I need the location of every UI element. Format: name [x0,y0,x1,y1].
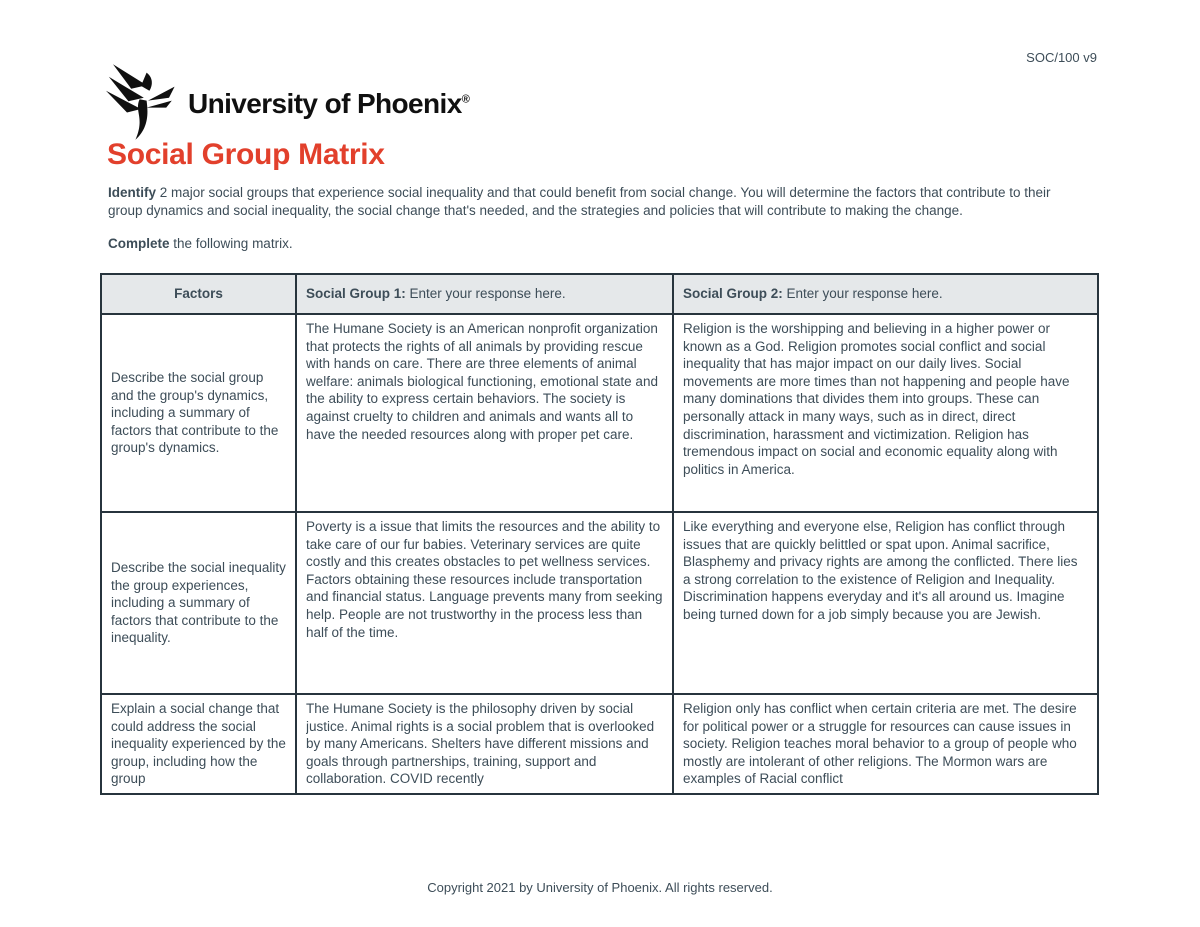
factor-social-change-text: Explain a social change that could addre… [111,701,286,787]
complete-keyword: Complete [108,236,170,251]
intro-text: Identify 2 major social groups that expe… [108,184,1056,269]
social-group-2-header: Social Group 2: Enter your response here… [672,273,1099,315]
group1-inequality-response: Poverty is a issue that limits the resou… [295,511,674,695]
social-group-1-label: Social Group 1: [306,286,406,302]
identify-paragraph: Identify 2 major social groups that expe… [108,184,1056,219]
factor-cell-inequality: Describe the social inequality the group… [100,511,297,695]
course-code-label: SOC/100 v9 [1026,50,1097,65]
group2-social-change-text: Religion only has conflict when certain … [683,701,1077,787]
identify-body: 2 major social groups that experience so… [108,185,1051,218]
group1-social-change-text: The Humane Society is the philosophy dri… [306,701,655,787]
group2-dynamics-response: Religion is the worshipping and believin… [672,313,1099,513]
brand-name: University of Phoenix [188,88,462,119]
factor-cell-social-change: Explain a social change that could addre… [100,693,297,795]
group1-dynamics-response: The Humane Society is an American nonpro… [295,313,674,513]
header-row: Factors Social Group 1: Enter your respo… [100,273,1099,315]
factors-column-header: Factors [100,273,297,315]
social-group-2-placeholder: Enter your response here. [782,286,943,302]
page-title: Social Group Matrix [107,138,385,171]
social-group-2-label: Social Group 2: [683,286,783,302]
factor-cell-dynamics: Describe the social group and the group'… [100,313,297,513]
social-group-matrix: Factors Social Group 1: Enter your respo… [100,273,1099,795]
brand-wordmark: University of Phoenix® [188,88,470,120]
social-group-1-placeholder: Enter your response here. [405,286,566,302]
group2-social-change-response: Religion only has conflict when certain … [672,693,1099,795]
phoenix-logo-icon [106,64,175,140]
table-row: Explain a social change that could addre… [100,693,1099,795]
social-group-1-header: Social Group 1: Enter your response here… [295,273,674,315]
brand-header: University of Phoenix® [106,62,470,142]
table-row: Describe the social group and the group'… [100,313,1099,513]
complete-body: the following matrix. [169,236,293,251]
copyright-footer: Copyright 2021 by University of Phoenix.… [427,880,773,895]
identify-keyword: Identify [108,185,157,200]
complete-paragraph: Complete the following matrix. [108,235,1056,253]
registered-mark: ® [461,93,470,106]
table-row: Describe the social inequality the group… [100,511,1099,695]
group1-social-change-response: The Humane Society is the philosophy dri… [295,693,674,795]
group2-inequality-response: Like everything and everyone else, Relig… [672,511,1099,695]
